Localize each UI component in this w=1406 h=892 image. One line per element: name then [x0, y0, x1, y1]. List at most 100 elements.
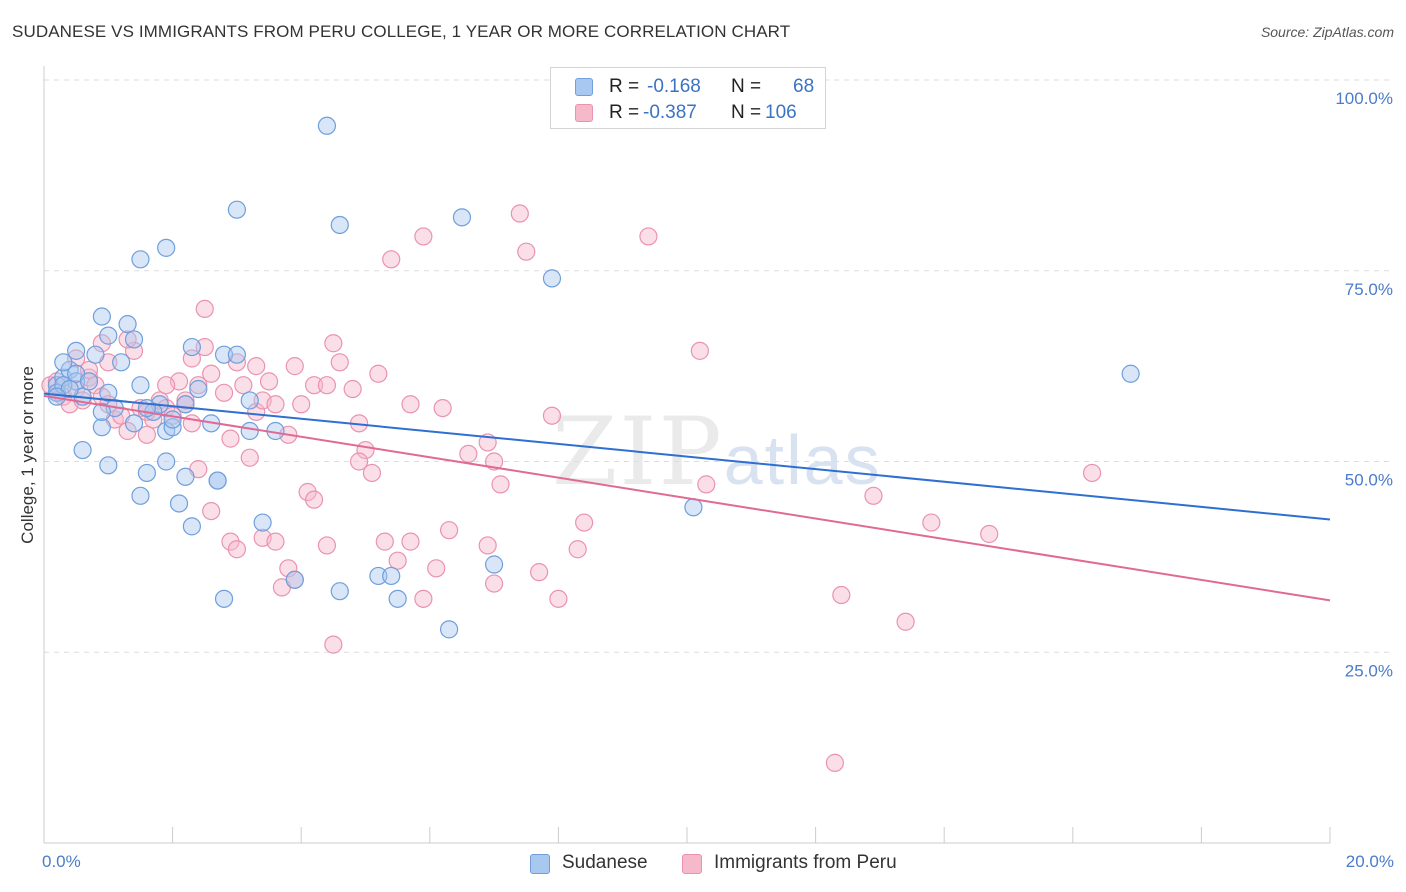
point-peru: [896, 612, 915, 631]
point-peru: [317, 536, 337, 555]
point-peru: [414, 227, 433, 246]
point-peru: [549, 589, 568, 608]
legend-n-value: 68: [793, 76, 815, 97]
point-peru: [433, 398, 452, 418]
point-peru: [182, 414, 201, 433]
point-sudanese: [227, 200, 246, 219]
point-sudanese: [176, 395, 195, 414]
point-sudanese: [124, 414, 144, 433]
trend-line-peru: [43, 394, 1331, 602]
point-peru: [266, 532, 285, 551]
point-peru: [485, 452, 504, 471]
point-peru: [510, 204, 529, 223]
legend-swatch-sudanese: [530, 854, 550, 874]
point-peru: [266, 395, 285, 414]
point-peru: [825, 753, 844, 772]
point-sudanese: [92, 307, 111, 326]
legend-r-label: R =: [609, 102, 640, 123]
point-peru: [343, 379, 362, 399]
point-peru: [189, 376, 208, 395]
point-peru: [478, 536, 497, 555]
point-sudanese: [163, 418, 182, 437]
point-sudanese: [67, 341, 86, 360]
point-peru: [697, 475, 716, 494]
point-sudanese: [163, 410, 182, 429]
point-peru: [1082, 463, 1102, 483]
point-peru: [144, 410, 163, 429]
point-peru: [221, 532, 240, 551]
point-peru: [304, 376, 324, 395]
point-peru: [369, 364, 388, 383]
point-sudanese: [542, 269, 562, 288]
legend-label-sudanese: Sudanese: [562, 852, 648, 873]
point-sudanese: [214, 345, 234, 364]
x-tick-label-max: 20.0%: [1345, 852, 1394, 871]
legend-r-value: -0.387: [643, 102, 697, 123]
point-peru: [832, 585, 851, 605]
point-sudanese: [182, 517, 201, 536]
legend-n-label: N =: [731, 102, 762, 123]
y-tick-label: 100.0%: [1335, 89, 1393, 108]
point-peru: [485, 574, 504, 593]
legend-swatch-peru: [682, 854, 702, 874]
point-sudanese: [330, 215, 349, 235]
point-peru: [292, 395, 311, 414]
point-sudanese: [99, 456, 118, 475]
point-peru: [118, 421, 137, 441]
point-sudanese: [124, 330, 144, 349]
point-sudanese: [137, 463, 156, 483]
point-peru: [922, 513, 941, 532]
point-sudanese: [208, 471, 227, 490]
y-axis-label: College, 1 year or more: [18, 366, 37, 544]
point-peru: [568, 540, 587, 559]
point-peru: [118, 330, 137, 349]
point-peru: [195, 337, 214, 357]
point-peru: [324, 334, 343, 353]
legend-n-value: 106: [765, 102, 797, 123]
point-peru: [388, 551, 407, 570]
point-peru: [401, 395, 420, 414]
point-peru: [92, 334, 111, 353]
legend-n-label: N =: [731, 76, 762, 97]
point-peru: [214, 383, 234, 402]
legend-swatch-sudanese: [575, 78, 593, 96]
point-sudanese: [439, 620, 459, 639]
point-peru: [259, 372, 279, 391]
point-sudanese: [157, 238, 176, 257]
point-peru: [330, 353, 349, 372]
point-peru: [247, 357, 266, 376]
point-peru: [227, 540, 246, 559]
point-sudanese: [157, 452, 176, 471]
y-tick-label: 50.0%: [1345, 471, 1393, 490]
point-peru: [427, 559, 446, 578]
point-peru: [517, 242, 536, 261]
point-sudanese: [182, 337, 201, 357]
point-peru: [864, 486, 883, 505]
point-sudanese: [189, 379, 208, 399]
point-sudanese: [86, 345, 105, 364]
point-peru: [240, 448, 259, 467]
legend-label-peru: Immigrants from Peru: [714, 852, 897, 873]
point-sudanese: [382, 566, 401, 586]
point-sudanese: [214, 589, 234, 608]
point-peru: [530, 563, 549, 582]
legend-swatch-peru: [575, 104, 593, 122]
point-peru: [382, 250, 401, 269]
point-peru: [414, 589, 433, 608]
chart-title: SUDANESE VS IMMIGRANTS FROM PERU COLLEGE…: [12, 22, 791, 41]
point-peru: [439, 521, 459, 540]
point-peru: [542, 406, 562, 425]
point-sudanese: [112, 353, 131, 372]
y-tick-label: 25.0%: [1345, 661, 1393, 680]
point-sudanese: [485, 555, 504, 574]
watermark-atlas: atlas: [723, 421, 882, 499]
point-peru: [575, 513, 594, 532]
trend-lines: [43, 392, 1331, 602]
point-sudanese: [684, 498, 703, 517]
point-sudanese: [240, 391, 259, 410]
point-peru: [202, 501, 221, 521]
point-peru: [401, 532, 420, 551]
point-sudanese: [99, 326, 118, 345]
point-sudanese: [99, 383, 118, 402]
